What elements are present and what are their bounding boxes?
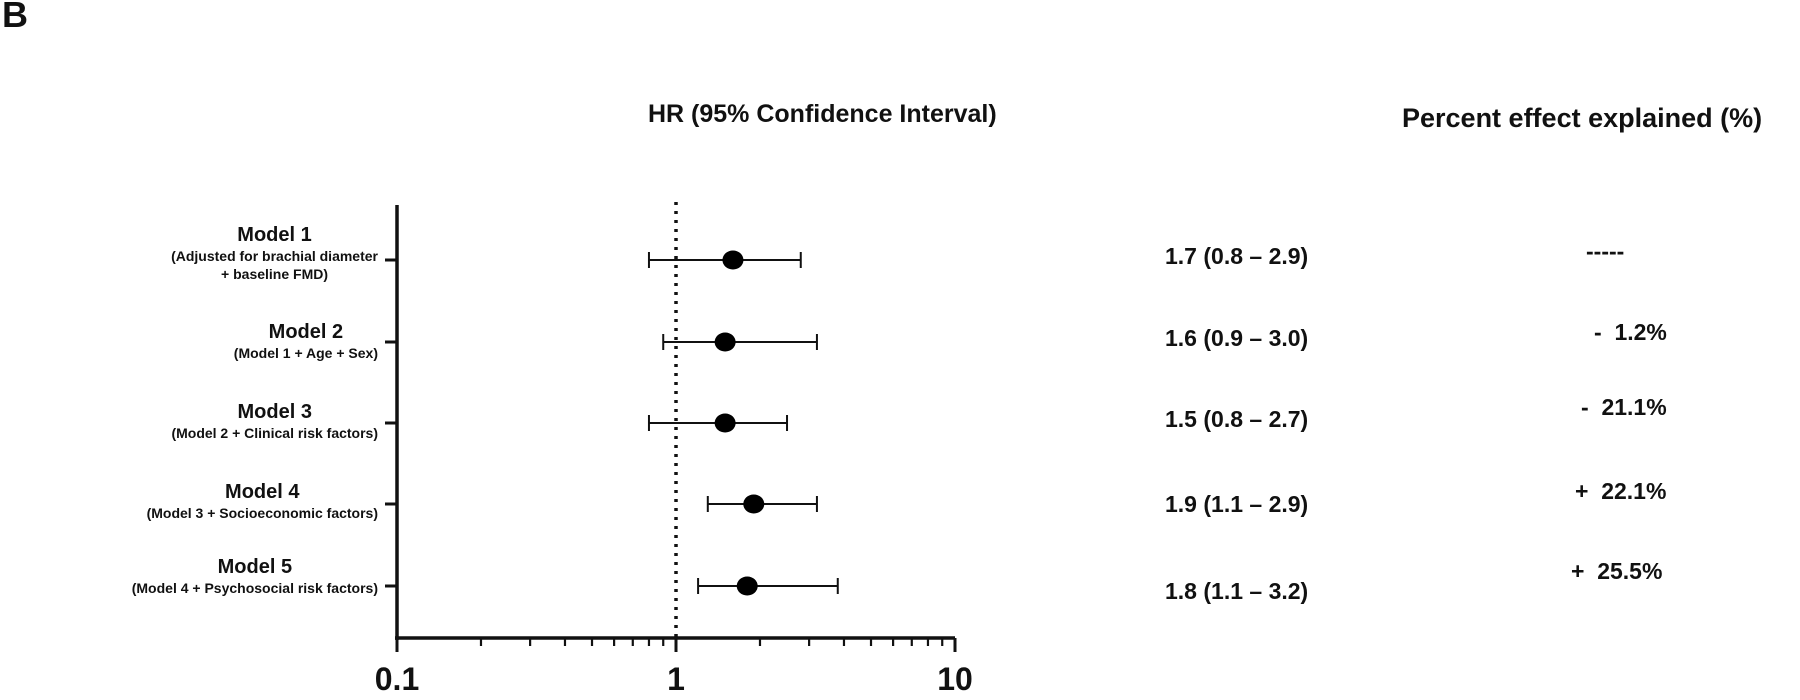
ci-value: 1.7 (0.8 – 2.9) (1165, 243, 1309, 269)
percent-value: + 25.5% (1571, 558, 1663, 584)
percent-value: - 1.2% (1594, 319, 1667, 345)
model-subtitle: (Model 3 + Socioeconomic factors) (146, 505, 378, 521)
panel-label: B (2, 0, 28, 35)
ci-value: 1.6 (0.9 – 3.0) (1165, 325, 1309, 351)
model-label: Model 1 (Adjusted for brachial diameter + … (171, 223, 378, 283)
percent-value: ----- (1586, 238, 1625, 264)
x-tick-label: 10 (937, 661, 973, 697)
point-estimate (736, 576, 758, 596)
model-label: Model 5 (Model 4 + Psychosocial risk fact… (132, 555, 378, 597)
model-subtitle: (Adjusted for brachial diameter (171, 248, 378, 264)
ci-value: 1.9 (1.1 – 2.9) (1165, 491, 1309, 517)
ci-value: 1.8 (1.1 – 3.2) (1165, 578, 1309, 604)
percent-value: + 22.1% (1575, 478, 1667, 504)
model-name: Model 5 (217, 556, 293, 578)
x-tick-label: 1 (667, 661, 685, 697)
percent-value: - 21.1% (1581, 394, 1667, 420)
model-subtitle: (Model 2 + Clinical risk factors) (171, 425, 378, 441)
model-subtitle: + baseline FMD) (221, 266, 329, 282)
model-name: Model 1 (237, 224, 312, 246)
model-label: Model 4 (Model 3 + Socioeconomic factors) (147, 480, 378, 522)
ci-value: 1.5 (0.8 – 2.7) (1165, 406, 1309, 432)
model-label: Model 2 (Model 1 + Age + Sex) (234, 320, 378, 362)
model-name: Model 2 (268, 321, 344, 343)
hr-column-header: HR (95% Confidence Interval) (648, 100, 997, 128)
model-subtitle: (Model 1 + Age + Sex) (233, 345, 378, 361)
point-estimate (714, 332, 736, 352)
model-name: Model 3 (237, 401, 312, 423)
point-estimate (714, 413, 736, 433)
point-estimate (722, 250, 744, 270)
x-tick-label: 0.1 (375, 661, 419, 697)
point-estimate (743, 494, 765, 514)
percent-column-header: Percent effect explained (%) (1402, 103, 1763, 133)
model-subtitle: (Model 4 + Psychosocial risk factors) (131, 580, 378, 596)
model-label: Model 3 (Model 2 + Clinical risk factors) (171, 400, 378, 442)
model-name: Model 4 (225, 481, 300, 503)
